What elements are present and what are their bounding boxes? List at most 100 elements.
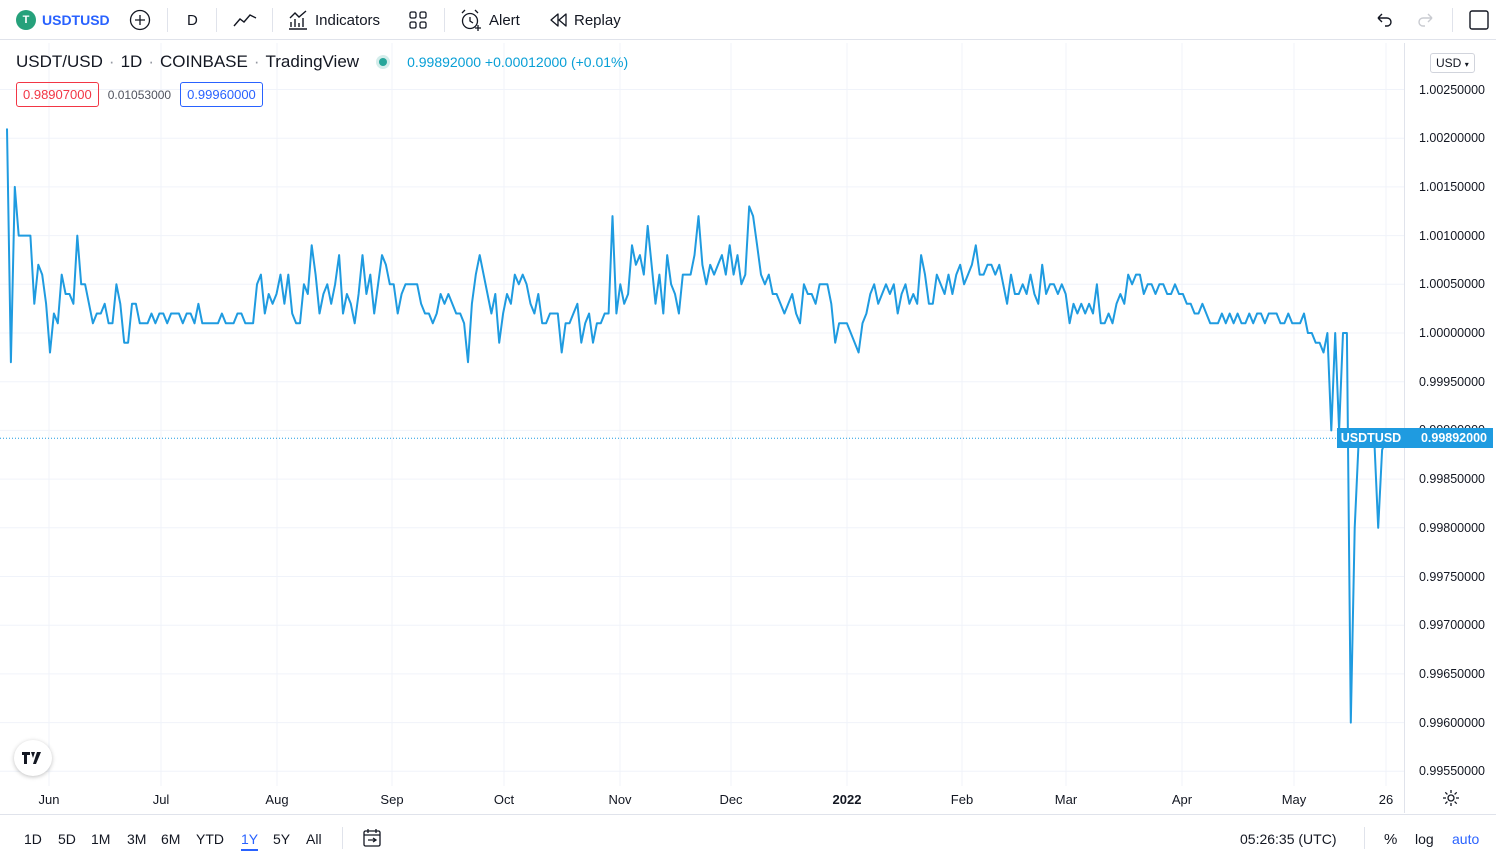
price-tick-label: 1.00200000 (1418, 131, 1485, 146)
templates-button[interactable] (408, 0, 428, 40)
utc-clock[interactable]: 05:26:35 (UTC) (1240, 831, 1337, 847)
legend-exchange: COINBASE (159, 52, 248, 71)
line-chart-icon (233, 14, 257, 27)
range-button-1m[interactable]: 1M (91, 831, 111, 847)
log-scale-button[interactable]: log (1415, 831, 1434, 847)
toolbar-divider (342, 827, 343, 849)
time-tick-label: Jun (38, 792, 60, 807)
redo-button[interactable] (1416, 0, 1436, 40)
price-chart[interactable] (0, 43, 1406, 816)
top-toolbar: T USDTUSD D Indicators Alert Replay (0, 0, 1496, 40)
sell-price-button[interactable]: 0.98907000 (16, 82, 99, 107)
chevron-down-icon: ▾ (1464, 60, 1469, 69)
undo-button[interactable] (1374, 0, 1394, 40)
percent-scale-button[interactable]: % (1384, 831, 1398, 848)
price-tick-label: 0.99550000 (1418, 764, 1485, 779)
replay-button[interactable]: Replay (548, 0, 621, 40)
time-tick-label: Oct (493, 792, 515, 807)
bottom-toolbar: 05:26:35 (UTC) % log auto 1D 5D 1M 3M 6M YTD 1… (0, 814, 1496, 860)
legend-price-change: 0.99892000 +0.00012000 (+0.01%) (407, 54, 629, 70)
symbol-search-button[interactable]: T USDTUSD (16, 0, 110, 40)
calendar-range-icon (363, 829, 381, 847)
range-button-1y[interactable]: 1Y (241, 831, 259, 851)
alert-button[interactable]: Alert (459, 0, 520, 40)
legend-pair[interactable]: USDT/USD (16, 52, 103, 71)
undo-icon (1377, 13, 1392, 27)
bid-ask-row: 0.98907000 0.01053000 0.99960000 (16, 82, 263, 107)
price-tick-label: 0.99700000 (1418, 618, 1485, 633)
legend-source: TradingView (265, 52, 360, 71)
legend-separator: · (253, 52, 260, 71)
time-tick-label: Dec (719, 792, 743, 807)
indicators-button[interactable]: Indicators (287, 0, 380, 40)
range-button-1d[interactable]: 1D (24, 831, 42, 847)
time-tick-label: Jul (152, 792, 170, 807)
range-button-5y[interactable]: 5Y (273, 831, 291, 847)
square-icon (1469, 10, 1489, 30)
time-tick-label: 2022 (832, 792, 862, 807)
auto-scale-button[interactable]: auto (1452, 831, 1480, 847)
chart-settings-button[interactable] (1441, 788, 1461, 808)
interval-button[interactable]: D (187, 0, 198, 40)
price-tick-label: 1.00100000 (1418, 228, 1485, 243)
legend-interval: 1D (120, 52, 143, 71)
price-tick-label: 0.99800000 (1418, 520, 1485, 535)
time-tick-label: 26 (1378, 792, 1394, 807)
time-tick-label: Feb (950, 792, 974, 807)
range-button-ytd[interactable]: YTD (196, 831, 224, 847)
buy-price-button[interactable]: 0.99960000 (180, 82, 263, 107)
price-tick-label: 0.99850000 (1418, 472, 1485, 487)
currency-selector[interactable]: USD ▾ (1430, 53, 1475, 73)
redo-icon (1418, 13, 1433, 27)
legend-separator: · (148, 52, 154, 71)
replay-label: Replay (574, 11, 621, 29)
indicators-label: Indicators (315, 11, 381, 29)
alert-label: Alert (489, 11, 520, 29)
time-tick-label: Apr (1171, 792, 1193, 807)
toolbar-divider (167, 8, 168, 32)
range-button-5d[interactable]: 5D (58, 831, 76, 847)
indicators-icon (289, 10, 307, 30)
compare-button[interactable] (128, 0, 152, 40)
range-button-3m[interactable]: 3M (127, 831, 147, 847)
chart-legend: USDT/USD · 1D · COINBASE · TradingView 0… (16, 52, 628, 72)
price-tick-label: 1.00000000 (1418, 326, 1485, 340)
fullscreen-button[interactable] (1468, 0, 1490, 40)
time-tick-label: Aug (265, 792, 289, 807)
chart-type-button[interactable] (232, 0, 258, 40)
range-button-6m[interactable]: 6M (161, 831, 181, 847)
price-tick-label: 1.00250000 (1418, 82, 1485, 97)
tradingview-logo-icon[interactable] (14, 740, 52, 776)
gear-icon (1443, 790, 1459, 806)
chart-pane[interactable] (0, 43, 1406, 816)
last-price-value: 0.99892000 (1420, 431, 1487, 445)
rewind-icon (550, 13, 567, 27)
legend-separator: · (108, 52, 115, 71)
price-line-series[interactable] (6, 128, 1387, 724)
price-tick-label: 0.99950000 (1418, 374, 1485, 389)
range-button-all[interactable]: All (306, 831, 322, 847)
price-tick-label: 1.00050000 (1418, 277, 1485, 292)
market-status-icon[interactable] (379, 58, 388, 66)
price-tick-label: 0.99750000 (1418, 569, 1485, 584)
toolbar-divider (1364, 827, 1365, 849)
time-tick-label: Mar (1054, 792, 1078, 807)
interval-label: D (187, 11, 198, 29)
currency-label: USD (1436, 56, 1462, 70)
last-price-tag: USDTUSD 0.99892000 (1337, 428, 1493, 448)
tether-logo-icon: T (16, 10, 36, 30)
spread-value: 0.01053000 (107, 87, 172, 102)
time-axis[interactable]: Jun Jul Aug Sep Oct Nov Dec 2022 Feb Mar Apr May 26 (0, 786, 1404, 812)
go-to-date-button[interactable] (361, 827, 383, 849)
last-price-symbol: USDTUSD (1340, 431, 1402, 445)
price-tick-label: 0.99650000 (1418, 666, 1485, 681)
add-circle-icon (129, 9, 151, 31)
time-tick-label: Sep (380, 792, 404, 807)
time-tick-label: Nov (608, 792, 632, 807)
price-tick-label: 0.99600000 (1418, 715, 1485, 730)
price-tick-label: 1.00150000 (1418, 179, 1485, 194)
toolbar-divider (216, 8, 217, 32)
time-tick-label: May (1281, 792, 1307, 807)
toolbar-divider (1452, 8, 1453, 32)
symbol-label: USDTUSD (42, 12, 110, 28)
